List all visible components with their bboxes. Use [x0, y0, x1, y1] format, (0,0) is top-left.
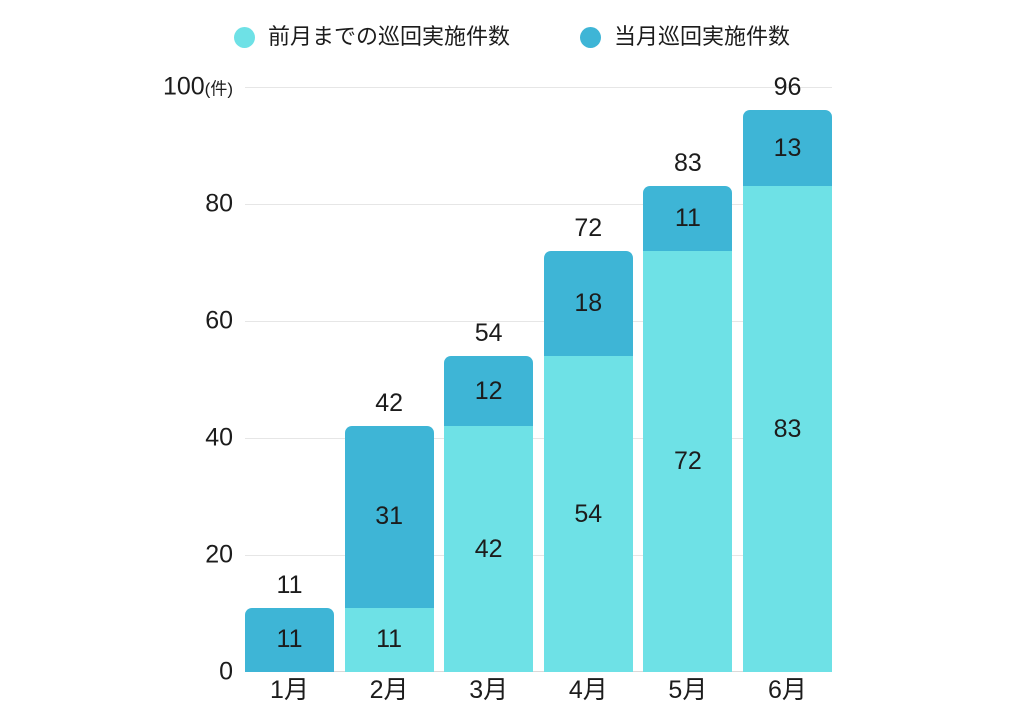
- x-axis-tick-label: 2月: [369, 676, 409, 704]
- legend-item-current[interactable]: 当月巡回実施件数: [580, 26, 790, 48]
- y-axis-tick-label: 80: [173, 189, 233, 218]
- legend-label-previous: 前月までの巡回実施件数: [267, 24, 510, 49]
- bar-segment[interactable]: 11: [344, 607, 434, 672]
- bar-total-label: 83: [673, 149, 702, 178]
- bar-total-label: 54: [474, 319, 503, 348]
- bar-segment[interactable]: 11: [245, 607, 334, 672]
- y-axis-unit-label: (件): [204, 79, 233, 99]
- bar-total-label: 11: [276, 570, 303, 599]
- x-axis-tick-label: 1月: [270, 676, 309, 704]
- bar-segment[interactable]: 11: [643, 186, 733, 251]
- y-axis-tick-label: 100(件): [137, 72, 233, 101]
- bar-column[interactable]: 11 11: [245, 87, 334, 672]
- x-axis-tick-label: 3月: [469, 676, 509, 704]
- y-axis-tick-label: 60: [173, 306, 233, 335]
- bar-segment[interactable]: 83: [742, 186, 832, 672]
- bar-segment-label: 72: [673, 446, 702, 475]
- bar-segment-label: 12: [474, 376, 503, 405]
- bar-segment-label: 18: [574, 288, 603, 317]
- bar-column[interactable]: 83 11 72: [643, 87, 733, 672]
- legend-label-current: 当月巡回実施件数: [614, 24, 791, 49]
- bar-segment-label: 11: [376, 625, 403, 654]
- bar-stack[interactable]: 13 83: [742, 110, 832, 672]
- bar-segment-label: 54: [574, 499, 603, 528]
- bar-group: 11 11 42 31 11 54 12 42 72 18 54 83 11 72 96 13 83: [245, 75, 832, 672]
- bar-stack[interactable]: 12 42: [444, 356, 534, 672]
- bar-segment[interactable]: 54: [543, 356, 633, 672]
- bar-segment-label: 13: [773, 133, 802, 162]
- bar-segment[interactable]: 42: [444, 426, 534, 672]
- bar-segment[interactable]: 72: [643, 250, 733, 672]
- bar-stack[interactable]: 31 11: [344, 426, 434, 672]
- bar-total-label: 42: [375, 389, 403, 418]
- y-axis-tick-label: 40: [173, 423, 233, 452]
- bar-stack[interactable]: 11: [245, 607, 334, 672]
- y-axis-tick-label: 0: [173, 657, 233, 686]
- x-axis-tick-label: 6月: [768, 676, 807, 704]
- legend-item-previous[interactable]: 前月までの巡回実施件数: [233, 24, 510, 49]
- bar-column[interactable]: 96 13 83: [742, 75, 832, 672]
- chart-legend: 前月までの巡回実施件数 当月巡回実施件数: [0, 26, 1024, 48]
- y-axis-tick-value: 20: [205, 540, 233, 569]
- bar-stack[interactable]: 18 54: [543, 250, 633, 672]
- bar-column[interactable]: 42 31 11: [344, 87, 434, 672]
- bar-segment[interactable]: 12: [444, 356, 534, 427]
- bar-segment-label: 83: [773, 414, 802, 443]
- gridline: [245, 204, 832, 205]
- y-axis-tick-value: 0: [219, 657, 233, 686]
- x-axis-line: [245, 671, 832, 672]
- bar-segment[interactable]: 13: [742, 110, 832, 187]
- bar-total-label: 96: [773, 73, 802, 102]
- bar-segment[interactable]: 31: [344, 426, 434, 608]
- bar-segment-label: 31: [375, 502, 403, 531]
- gridline: [245, 555, 832, 556]
- bar-segment-label: 11: [276, 625, 303, 654]
- bar-column[interactable]: 54 12 42: [444, 87, 534, 672]
- bar-segment-label: 11: [674, 204, 701, 233]
- legend-swatch-circle-icon: [580, 26, 601, 48]
- x-axis-tick-label: 5月: [668, 676, 708, 704]
- y-axis-tick-label: 20: [173, 540, 233, 569]
- bar-segment-label: 42: [474, 534, 503, 563]
- bar-total-label: 72: [574, 213, 603, 242]
- bar-stack[interactable]: 11 72: [643, 186, 733, 672]
- y-axis-tick-value: 80: [205, 189, 233, 218]
- plot-area: 100(件) 80 60 40 20 0 11 11 42 31 11 54 12 42 72 18 54 83…: [163, 74, 832, 684]
- gridline: [245, 438, 832, 439]
- bar-column[interactable]: 72 18 54: [543, 87, 633, 672]
- y-axis-tick-value: 60: [205, 306, 233, 335]
- gridline: [245, 321, 832, 322]
- y-axis-tick-value: 40: [205, 423, 233, 452]
- y-axis-tick-value: 100: [162, 72, 205, 101]
- legend-swatch-circle-icon: [233, 26, 255, 48]
- x-axis-tick-label: 4月: [568, 676, 608, 704]
- bar-segment[interactable]: 18: [543, 250, 633, 357]
- x-axis-tick-labels: 1月 2月 3月 4月 5月 6月: [245, 678, 832, 703]
- gridline: [245, 87, 832, 88]
